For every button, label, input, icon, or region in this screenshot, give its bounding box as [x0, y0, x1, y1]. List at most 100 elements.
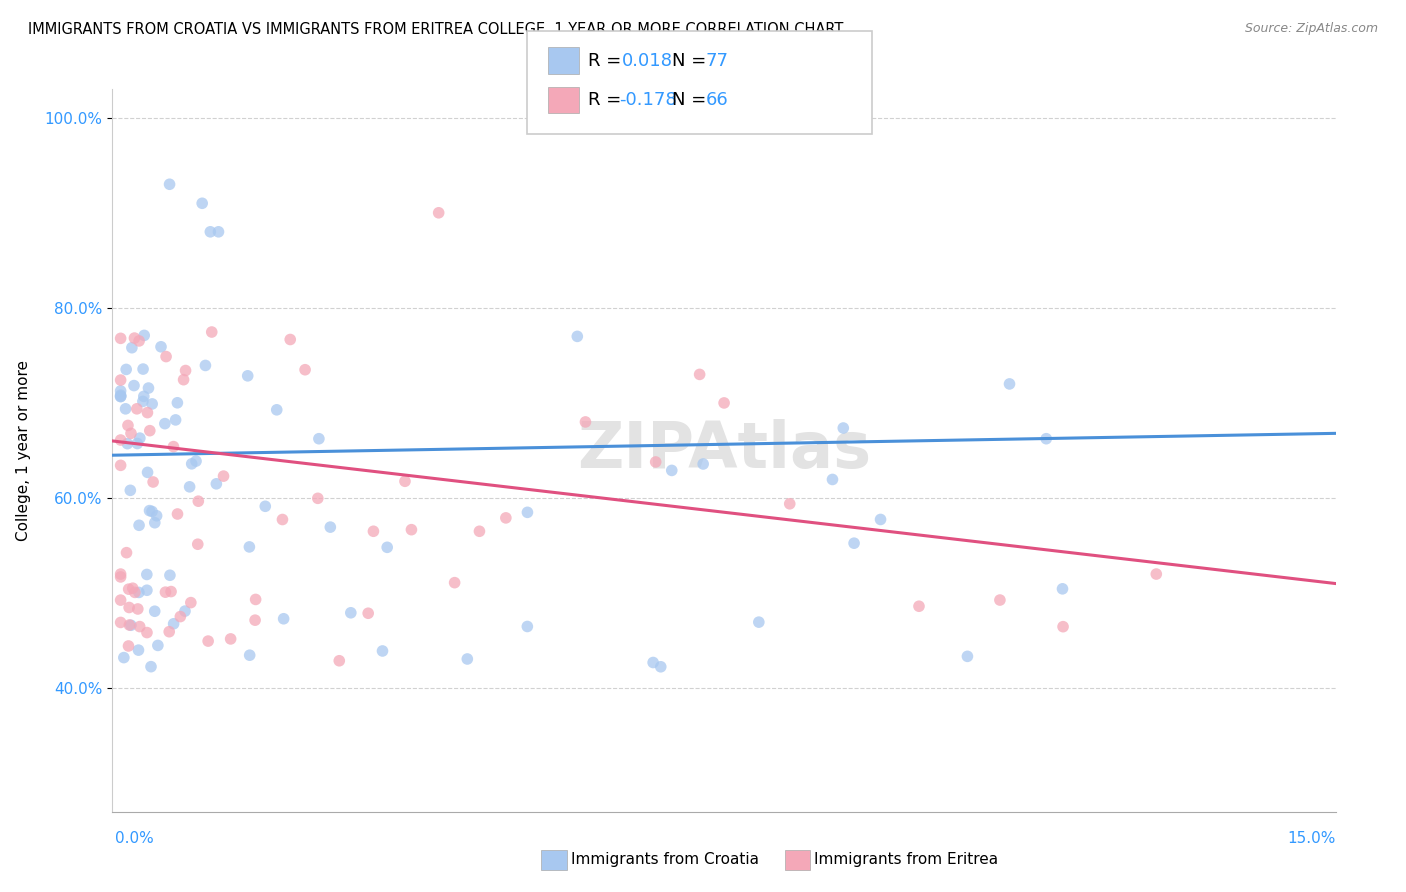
Point — [468, 524, 491, 539]
Point — [574, 415, 596, 429]
Point — [271, 512, 294, 526]
Point — [174, 363, 197, 377]
Text: -0.178: -0.178 — [619, 91, 676, 109]
Point — [136, 466, 159, 480]
Point — [245, 592, 267, 607]
Point — [143, 516, 166, 530]
Point — [159, 568, 181, 582]
Point — [132, 362, 155, 376]
Point — [205, 476, 228, 491]
Point — [125, 401, 148, 416]
Point — [142, 475, 165, 489]
Point — [207, 225, 229, 239]
Point — [128, 334, 150, 348]
Point — [363, 524, 385, 539]
Point — [155, 585, 177, 599]
Point — [273, 612, 295, 626]
Point — [200, 225, 222, 239]
Point — [121, 341, 143, 355]
Point — [567, 329, 589, 343]
Point — [187, 537, 209, 551]
Point — [644, 455, 666, 469]
Point — [650, 660, 672, 674]
Point — [307, 491, 329, 506]
Point — [128, 585, 150, 599]
Point — [110, 373, 132, 387]
Text: 66: 66 — [706, 91, 728, 109]
Point — [998, 376, 1021, 391]
Point — [166, 396, 188, 410]
Point — [1052, 620, 1074, 634]
Point — [155, 350, 177, 364]
Point — [254, 500, 277, 514]
Text: IMMIGRANTS FROM CROATIA VS IMMIGRANTS FROM ERITREA COLLEGE, 1 YEAR OR MORE CORRE: IMMIGRANTS FROM CROATIA VS IMMIGRANTS FR… — [28, 22, 844, 37]
Point — [238, 540, 260, 554]
Point — [1052, 582, 1074, 596]
Point — [357, 607, 380, 621]
Point — [135, 567, 157, 582]
Point — [150, 340, 173, 354]
Point — [319, 520, 342, 534]
Point — [162, 440, 184, 454]
Point — [120, 426, 142, 441]
Point — [661, 463, 683, 477]
Point — [121, 581, 143, 595]
Point — [110, 390, 132, 404]
Point — [160, 584, 183, 599]
Point — [908, 599, 931, 614]
Point — [516, 619, 538, 633]
Point — [173, 373, 195, 387]
Text: 0.018: 0.018 — [621, 52, 672, 70]
Point — [197, 634, 219, 648]
Point — [443, 575, 465, 590]
Point — [110, 331, 132, 345]
Point — [427, 206, 450, 220]
Point — [328, 654, 350, 668]
Point — [139, 424, 162, 438]
Point — [110, 593, 132, 607]
Text: 15.0%: 15.0% — [1288, 831, 1336, 846]
Point — [165, 413, 187, 427]
Point — [212, 469, 235, 483]
Point — [138, 381, 160, 395]
Point — [120, 483, 142, 498]
Point — [266, 402, 288, 417]
Point — [110, 389, 132, 403]
Point — [118, 600, 141, 615]
Point — [127, 602, 149, 616]
Point — [110, 567, 132, 582]
Point — [135, 583, 157, 598]
Point — [117, 436, 139, 450]
Point — [159, 178, 181, 192]
Point — [401, 523, 423, 537]
Point — [191, 196, 214, 211]
Point — [115, 546, 138, 560]
Point — [239, 648, 262, 663]
Point — [124, 585, 146, 599]
Point — [179, 480, 201, 494]
Point — [375, 541, 398, 555]
Point — [110, 458, 132, 473]
Point — [456, 652, 478, 666]
Point — [136, 625, 159, 640]
Point — [122, 378, 145, 392]
Point — [110, 570, 132, 584]
Point — [128, 431, 150, 445]
Point — [187, 494, 209, 508]
Point — [689, 368, 711, 382]
Point — [117, 418, 139, 433]
Point — [988, 593, 1011, 607]
Text: R =: R = — [588, 52, 627, 70]
Point — [115, 362, 138, 376]
Point — [394, 475, 416, 489]
Point — [495, 511, 517, 525]
Point — [243, 613, 266, 627]
Point — [141, 397, 163, 411]
Point — [110, 384, 132, 398]
Point — [124, 331, 146, 345]
Point — [114, 401, 136, 416]
Point — [219, 632, 242, 646]
Point — [110, 615, 132, 630]
Point — [146, 639, 169, 653]
Point — [748, 615, 770, 629]
